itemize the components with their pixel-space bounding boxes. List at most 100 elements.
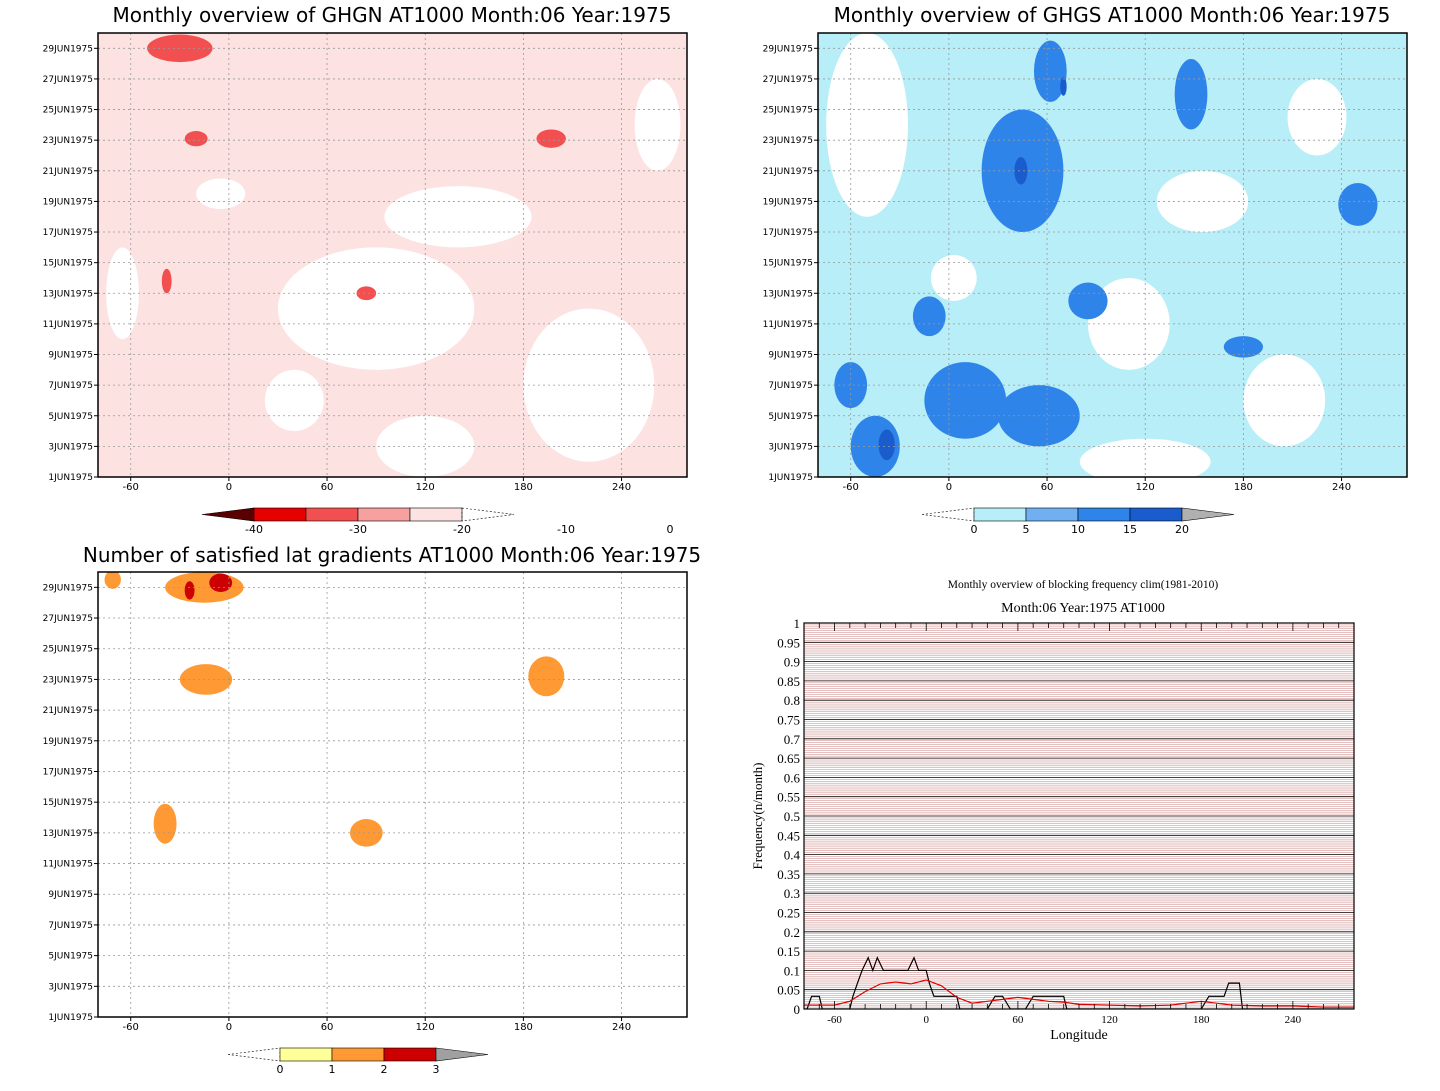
y-tick-label: 0.9 <box>784 655 800 670</box>
x-tick-label: 60 <box>321 1022 334 1033</box>
y-tick-label: 25JUN1975 <box>43 645 93 655</box>
y-tick-label: 27JUN1975 <box>43 614 93 624</box>
contour-blob <box>356 286 377 301</box>
y-tick-label: 0.15 <box>777 944 800 959</box>
y-tick-label: 0.2 <box>784 925 800 940</box>
colorbar-label: 0 <box>971 523 978 536</box>
clear-region <box>1079 438 1211 477</box>
x-tick-label: -60 <box>123 1022 139 1033</box>
x-tick-label: 240 <box>612 1022 631 1033</box>
contour-blob <box>1223 336 1264 358</box>
series-line-1 <box>804 956 1354 1009</box>
contour-blob <box>536 129 566 148</box>
y-tick-label: 0.6 <box>784 770 801 785</box>
y-tick-label: 21JUN1975 <box>43 167 93 177</box>
y-tick-label: 29JUN1975 <box>763 44 813 54</box>
y-tick-label: 3JUN1975 <box>768 442 813 452</box>
x-tick-label: 0 <box>923 1014 929 1026</box>
y-tick-label: 3JUN1975 <box>48 442 93 452</box>
x-tick-label: 180 <box>1234 482 1253 493</box>
y-tick-label: 9JUN1975 <box>48 890 93 900</box>
x-tick-label: 120 <box>1101 1014 1118 1026</box>
contour-blob <box>878 429 895 461</box>
y-tick-label: 7JUN1975 <box>48 381 93 391</box>
x-axis-label: Longitude <box>1050 1028 1108 1043</box>
colorbar: 0 1 2 3 <box>227 1047 489 1076</box>
y-tick-label: 3JUN1975 <box>48 982 93 992</box>
clear-region <box>384 186 532 248</box>
y-tick-label: 0.05 <box>777 983 800 998</box>
clear-region <box>1287 78 1347 156</box>
y-tick-label: 0.3 <box>784 886 800 901</box>
y-tick-label: 1 <box>794 616 801 631</box>
colorbar-extend-low <box>227 1047 281 1062</box>
y-tick-label: 27JUN1975 <box>763 75 813 85</box>
y-tick-label: 17JUN1975 <box>43 767 93 777</box>
x-tick-label: 240 <box>612 482 631 493</box>
plot-frame <box>817 32 1408 478</box>
plot-frame <box>803 622 1355 1010</box>
colorbar-extend-low <box>921 507 975 522</box>
y-tick-label: 23JUN1975 <box>43 675 93 685</box>
contour-blob <box>1338 183 1378 226</box>
y-tick-label: 23JUN1975 <box>763 136 813 146</box>
contour-blob <box>349 819 383 847</box>
x-tick-label: 0 <box>946 482 952 493</box>
chart-title: Monthly overview of GHGN AT1000 Month:06… <box>113 3 672 27</box>
colorbar-swatch <box>409 507 463 522</box>
x-tick-label: -60 <box>827 1014 842 1026</box>
y-tick-label: 0.45 <box>777 828 800 843</box>
plot-area <box>804 623 1354 1009</box>
colorbar-label: 0 <box>667 523 674 536</box>
colorbar-swatch <box>331 1047 385 1062</box>
contour-blob <box>184 130 208 147</box>
colorbar-swatch <box>1025 507 1079 522</box>
colorbar-extend-high <box>435 1047 489 1062</box>
y-tick-label: 0.85 <box>777 674 800 689</box>
y-tick-label: 0.25 <box>777 906 800 921</box>
chart-subtitle: Month:06 Year:1975 AT1000 <box>1001 601 1165 616</box>
y-tick-label: 9JUN1975 <box>768 351 813 361</box>
clear-region <box>277 247 475 370</box>
colorbar-label: 2 <box>381 1063 388 1076</box>
y-tick-label: 29JUN1975 <box>43 583 93 593</box>
y-tick-label: 11JUN1975 <box>43 320 93 330</box>
y-tick-label: 15JUN1975 <box>43 798 93 808</box>
plot-area <box>98 33 687 477</box>
y-tick-label: 1JUN1975 <box>48 473 93 483</box>
clear-region <box>376 415 475 477</box>
contour-blob <box>1174 59 1208 130</box>
colorbar-label: -30 <box>349 523 367 536</box>
x-tick-label: 120 <box>416 482 435 493</box>
x-tick-label: 180 <box>514 482 533 493</box>
x-tick-label: 60 <box>321 482 334 493</box>
y-tick-label: 0.55 <box>777 790 800 805</box>
contour-blob <box>1014 157 1028 185</box>
y-tick-label: 0.7 <box>784 732 801 747</box>
chart-1: Monthly overview of GHGN AT1000 Month:06… <box>43 3 688 536</box>
x-tick-label: 60 <box>1012 1014 1024 1026</box>
contour-blob <box>179 664 233 695</box>
colorbar-label: 3 <box>433 1063 440 1076</box>
y-tick-label: 13JUN1975 <box>43 829 93 839</box>
y-tick-label: 1JUN1975 <box>48 1013 93 1023</box>
y-tick-label: 1JUN1975 <box>768 473 813 483</box>
colorbar-label: 1 <box>329 1063 336 1076</box>
y-tick-label: 17JUN1975 <box>43 228 93 238</box>
clear-region <box>1243 354 1326 447</box>
y-tick-label: 27JUN1975 <box>43 75 93 85</box>
colorbar-label: 10 <box>1071 523 1085 536</box>
y-tick-label: 7JUN1975 <box>768 381 813 391</box>
colorbar: -40 -30 -20 -10 0 <box>201 507 674 536</box>
contour-blob <box>184 581 195 600</box>
chart-title: Monthly overview of blocking frequency c… <box>948 579 1219 591</box>
plot-frame <box>97 32 688 478</box>
y-tick-label: 5JUN1975 <box>48 952 93 962</box>
contour-blob <box>528 656 565 697</box>
x-tick-label: 0 <box>226 482 232 493</box>
y-axis-label: Frequency(n/month) <box>750 763 765 870</box>
contour-blob <box>1060 77 1067 96</box>
contour-blob <box>1033 40 1067 102</box>
colorbar-label: -10 <box>557 523 575 536</box>
